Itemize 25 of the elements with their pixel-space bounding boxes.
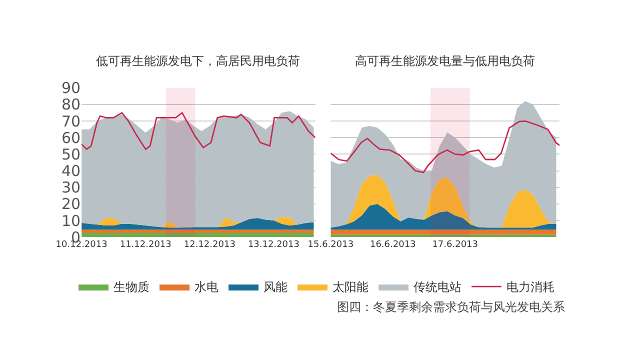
y-tick-label: 20 xyxy=(61,195,81,214)
y-tick-label: 10 xyxy=(61,212,81,230)
legend-label: 太阳能 xyxy=(332,280,369,294)
text: 图四：冬夏季剩余需求负荷与风光发电关系 xyxy=(337,300,565,314)
line-series xyxy=(82,112,316,150)
x-tick-label: 13.12.2013 xyxy=(248,240,300,250)
y-tick-label: 70 xyxy=(61,112,81,130)
chart-title: 高可再生能源发电量与低用电负荷 xyxy=(355,54,535,68)
x-tick-label: 12.12.2013 xyxy=(184,240,236,250)
legend-label: 电力消耗 xyxy=(506,280,555,294)
y-tick-label: 30 xyxy=(61,178,81,197)
legend-label: 风能 xyxy=(264,280,288,294)
legend-label: 生物质 xyxy=(114,280,150,294)
y-tick-label: 40 xyxy=(61,162,81,180)
legend-label: 水电 xyxy=(194,280,219,294)
x-tick-label: 17.6.2013 xyxy=(432,240,478,250)
chart-title: 低可再生能源发电下，高居民用电负荷 xyxy=(96,54,300,68)
legend-label: 传统电站 xyxy=(414,280,462,294)
y-tick-label: 50 xyxy=(61,145,81,164)
y-tick-label: 60 xyxy=(61,128,81,147)
x-tick-label: 16.6.2013 xyxy=(370,240,416,250)
x-tick-label: 11.12.2013 xyxy=(120,240,172,250)
y-tick-label: 80 xyxy=(61,96,81,114)
x-tick-label: 15.6.2013 xyxy=(308,240,354,250)
y-tick-label: 90 xyxy=(61,79,81,98)
